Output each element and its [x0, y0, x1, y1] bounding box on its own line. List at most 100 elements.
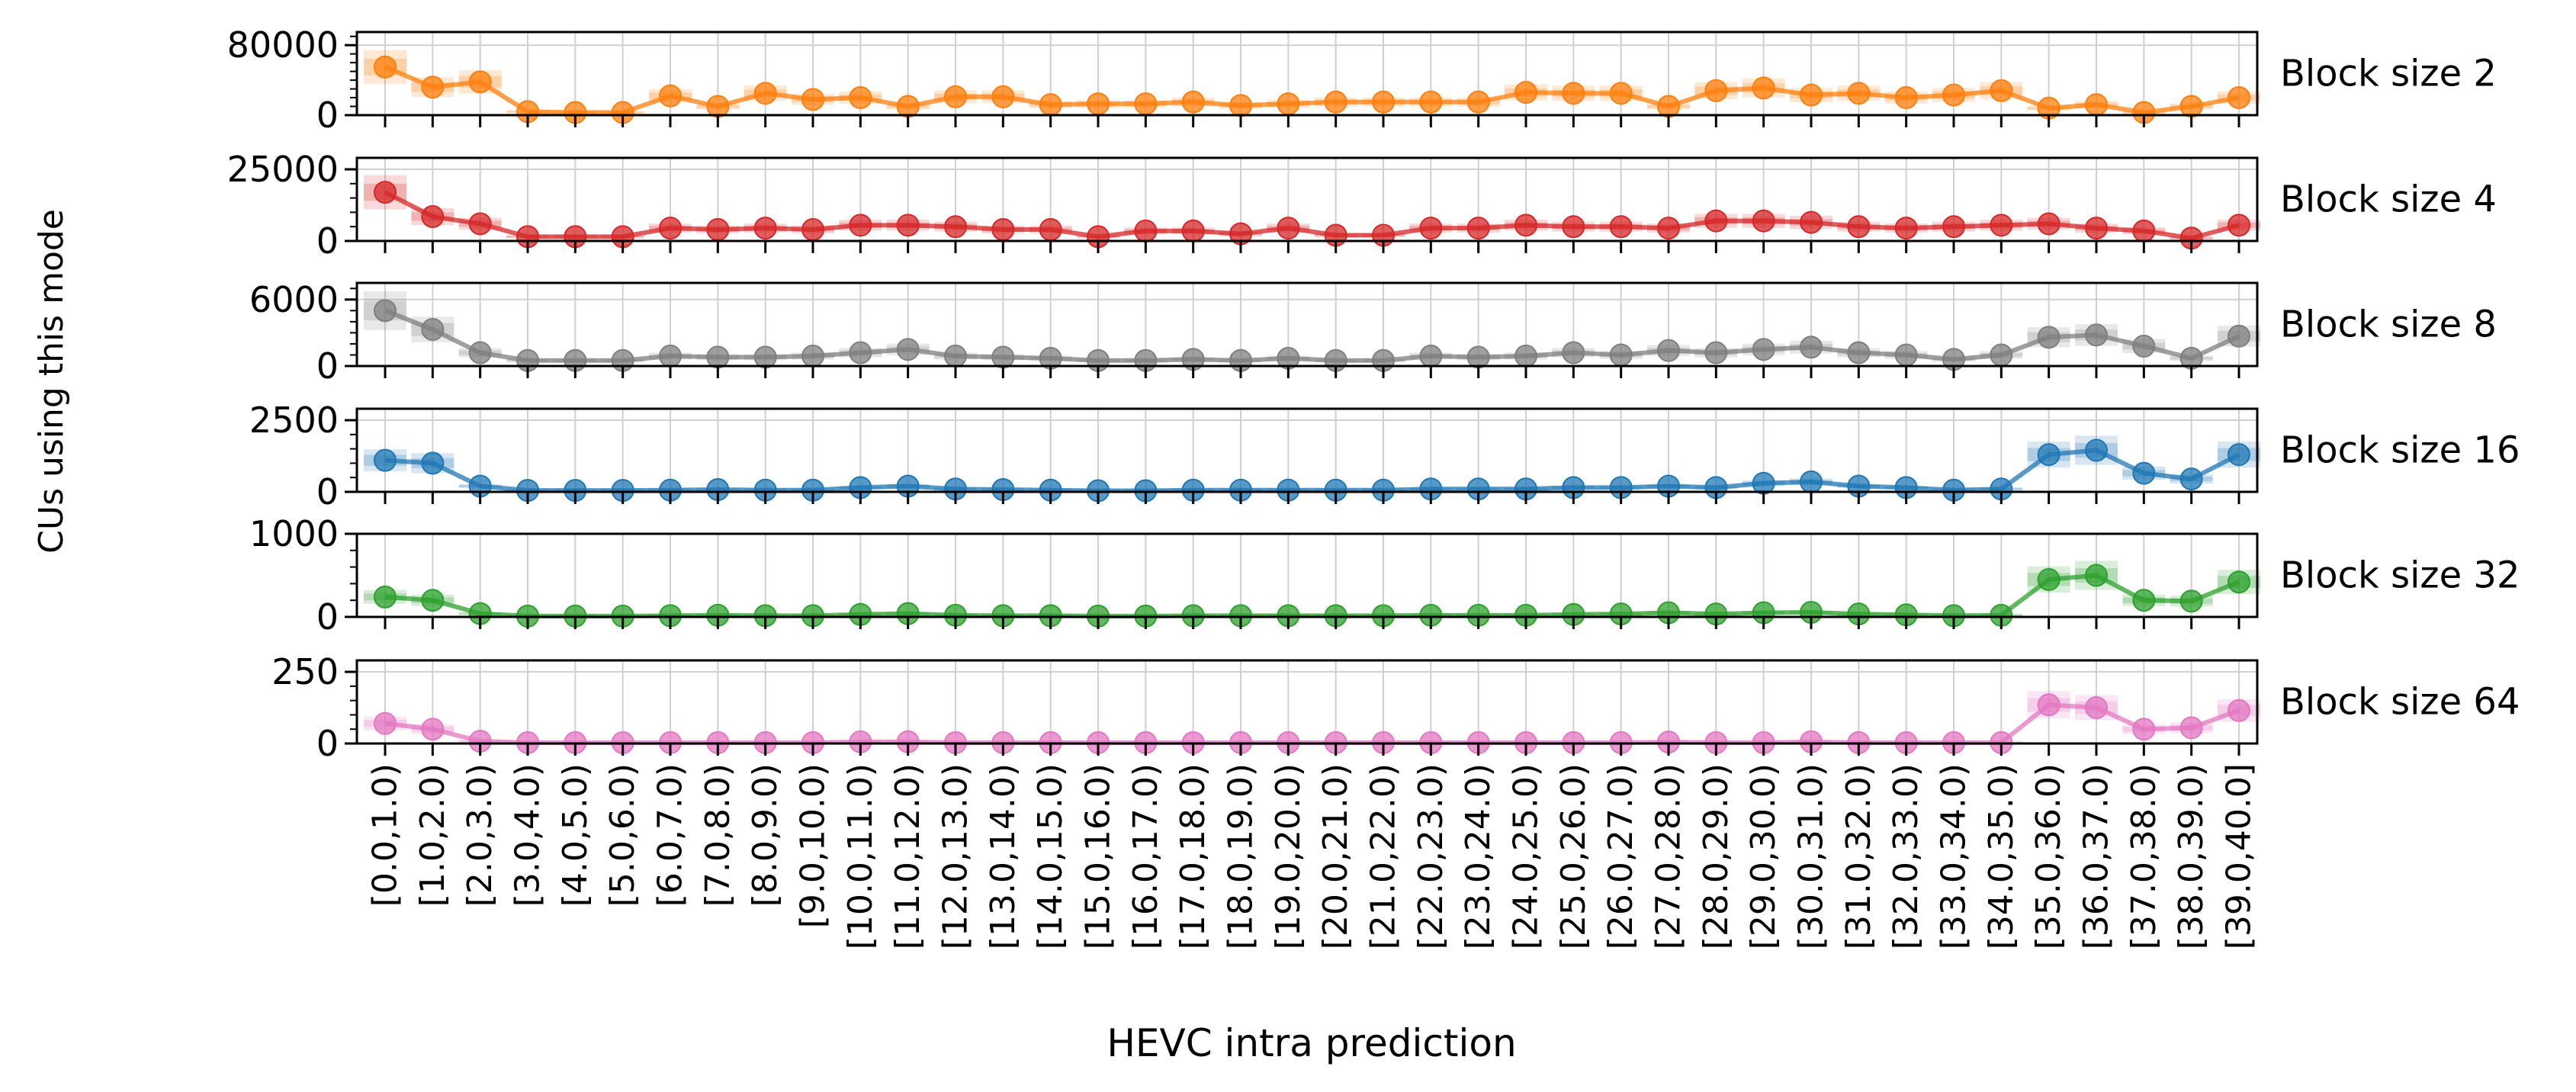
data-point	[2132, 589, 2156, 612]
panel-frame	[355, 156, 2259, 242]
x-tick-label: [9.0,10.0)	[794, 763, 833, 928]
data-point	[2037, 326, 2060, 349]
x-tick-label: [23.0,24.0)	[1459, 763, 1498, 949]
data-point	[1752, 338, 1775, 361]
data-point	[706, 217, 730, 241]
data-point	[1372, 90, 1395, 114]
series-line	[384, 448, 2240, 493]
data-point	[1942, 215, 1965, 239]
data-point	[374, 299, 397, 323]
panel-label: Block size 64	[2280, 681, 2520, 724]
data-point	[421, 718, 445, 741]
panel-frame	[355, 532, 2259, 618]
series-line	[384, 190, 2240, 241]
data-point	[801, 217, 824, 241]
x-tick-label: [36.0,37.0)	[2077, 763, 2116, 949]
x-tick-label: [20.0,21.0)	[1316, 763, 1355, 949]
data-point	[2228, 699, 2250, 722]
x-tick-label: [12.0,13.0)	[936, 763, 975, 949]
data-point	[944, 215, 967, 239]
data-point	[1609, 343, 1633, 367]
data-point	[801, 344, 824, 368]
data-point	[468, 212, 492, 236]
data-point	[2228, 214, 2250, 237]
data-point	[1990, 79, 2013, 102]
data-point	[374, 448, 397, 472]
panel-frame	[355, 659, 2259, 745]
data-point	[1087, 92, 1110, 116]
data-point	[849, 214, 872, 237]
x-tick-label: [29.0,30.0)	[1744, 763, 1783, 949]
x-tick-label: [10.0,11.0)	[841, 763, 880, 949]
data-point	[374, 55, 397, 79]
data-point	[1134, 92, 1158, 116]
data-point	[2228, 86, 2250, 110]
data-point	[421, 589, 445, 612]
x-tick-label: [4.0,5.0)	[556, 763, 595, 907]
data-point	[2085, 696, 2108, 720]
data-point	[1609, 215, 1633, 239]
data-point	[1324, 90, 1347, 114]
data-point	[2037, 567, 2060, 591]
data-point	[991, 345, 1015, 369]
data-point	[659, 217, 682, 240]
data-point	[1466, 90, 1490, 114]
data-point	[1800, 83, 1823, 107]
data-point	[1942, 83, 1965, 107]
data-point	[801, 88, 824, 111]
data-point	[1562, 215, 1585, 239]
data-point	[1704, 79, 1728, 102]
data-point	[1847, 215, 1871, 239]
x-tick-label: [34.0,35.0)	[1982, 763, 2021, 949]
y-tick-label: 0	[316, 723, 339, 764]
y-tick-label: 0	[316, 345, 339, 387]
data-point	[2085, 217, 2108, 240]
panel-label: Block size 4	[2280, 178, 2497, 221]
data-point	[1657, 95, 1680, 118]
data-point	[1419, 344, 1443, 368]
x-tick-label: [6.0,7.0)	[651, 763, 690, 907]
panel-label: Block size 16	[2280, 429, 2520, 472]
x-tick-label: [17.0,18.0)	[1174, 763, 1213, 949]
data-point	[1990, 343, 2013, 367]
data-point	[1657, 339, 1680, 362]
data-point	[421, 205, 445, 229]
data-point	[706, 345, 730, 369]
x-tick-label: [25.0,26.0)	[1554, 763, 1593, 949]
x-tick-label: [19.0,20.0)	[1269, 763, 1308, 949]
data-point	[991, 85, 1015, 108]
data-point	[468, 341, 492, 365]
data-point	[1514, 81, 1537, 104]
data-point	[2228, 570, 2250, 594]
data-point	[1419, 90, 1443, 114]
x-tick-label: [22.0,23.0)	[1412, 763, 1450, 949]
x-tick-label: [16.0,17.0)	[1126, 763, 1165, 949]
data-point	[753, 82, 777, 105]
data-point	[421, 75, 445, 99]
data-point	[2132, 718, 2156, 741]
x-tick-label: [0.0,1.0)	[366, 763, 405, 907]
data-point	[1800, 210, 1823, 234]
data-point	[1277, 217, 1300, 240]
x-tick-label: [24.0,25.0)	[1507, 763, 1546, 949]
data-point	[659, 344, 682, 368]
panel-frame	[355, 31, 2259, 117]
data-point	[1514, 214, 1537, 237]
data-point	[2085, 93, 2108, 117]
data-point	[2132, 219, 2156, 242]
x-axis-label: HEVC intra prediction	[1107, 1021, 1516, 1065]
data-point	[1894, 343, 1918, 367]
data-point	[421, 318, 445, 342]
data-point	[1752, 76, 1775, 100]
data-point	[1704, 209, 1728, 233]
data-point	[1419, 217, 1443, 240]
y-tick-label: 0	[316, 95, 339, 136]
x-tick-label: [35.0,36.0)	[2029, 763, 2068, 949]
panel-frame	[355, 407, 2259, 493]
data-point	[753, 345, 777, 369]
x-tick-label: [39.0,40.0]	[2220, 763, 2259, 949]
data-point	[2179, 716, 2203, 740]
data-point	[374, 711, 397, 735]
data-point	[1990, 214, 2013, 237]
y-axis-label: CUs using this mode	[32, 209, 71, 554]
